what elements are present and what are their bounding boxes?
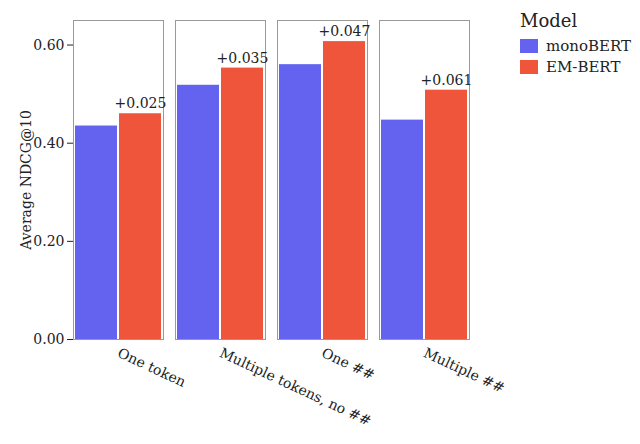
svg-text:Multiple tokens, no ##: Multiple tokens, no ## <box>217 344 374 429</box>
svg-text:Average NDCG@10: Average NDCG@10 <box>18 110 34 251</box>
svg-text:One token: One token <box>115 344 188 389</box>
html-text:EM-BERT: EM-BERT <box>546 58 621 76</box>
svg-text:+0.047: +0.047 <box>319 23 371 39</box>
svg-text:Multiple ##: Multiple ## <box>421 344 507 396</box>
svg-text:+0.035: +0.035 <box>217 50 269 66</box>
svg-text:One ##: One ## <box>319 344 377 382</box>
html-text:monoBERT: monoBERT <box>546 37 631 55</box>
svg-text:+0.025: +0.025 <box>115 95 167 111</box>
html-text:Model: Model <box>520 10 578 31</box>
svg-text:0.60: 0.60 <box>33 37 64 53</box>
svg-text:+0.061: +0.061 <box>421 72 473 88</box>
svg-text:0.00: 0.00 <box>33 331 64 347</box>
svg-text:0.40: 0.40 <box>33 135 64 151</box>
svg-text:0.20: 0.20 <box>33 233 64 249</box>
